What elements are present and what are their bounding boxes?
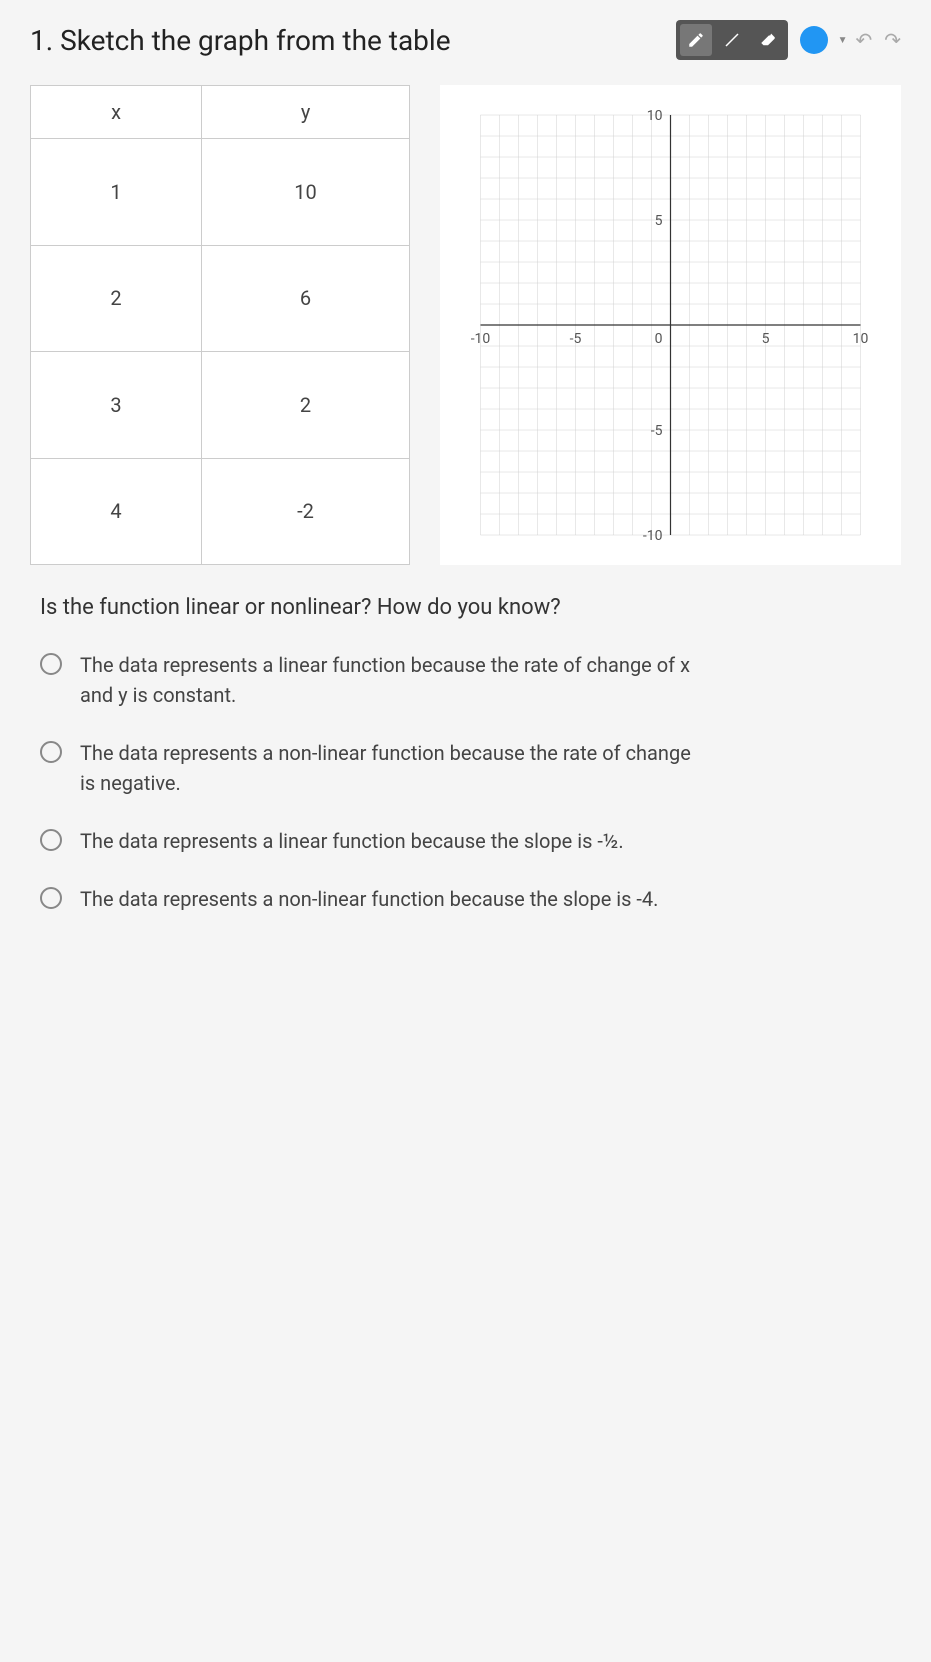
- eraser-tool[interactable]: [752, 24, 784, 56]
- table-header-y: y: [202, 86, 410, 139]
- svg-text:-10: -10: [471, 331, 491, 347]
- eraser-icon: [759, 31, 777, 49]
- answer-option[interactable]: The data represents a linear function be…: [40, 650, 891, 710]
- drawing-toolbar: ▼ ↶ ↷: [676, 20, 901, 60]
- radio-button[interactable]: [40, 829, 62, 851]
- chevron-down-icon[interactable]: ▼: [838, 35, 848, 46]
- table-cell: 10: [202, 139, 410, 246]
- undo-redo: ↶ ↷: [855, 28, 901, 52]
- table-row: 32: [31, 352, 410, 459]
- option-text: The data represents a linear function be…: [80, 826, 624, 856]
- coordinate-grid: -10 -5 5 10 10 5 -5 -10 0: [440, 85, 901, 565]
- radio-button[interactable]: [40, 741, 62, 763]
- tool-group: [676, 20, 788, 60]
- page-title: 1. Sketch the graph from the table: [30, 24, 451, 57]
- option-text: The data represents a non-linear functio…: [80, 884, 658, 914]
- svg-text:5: 5: [762, 331, 770, 347]
- redo-icon[interactable]: ↷: [884, 28, 901, 52]
- svg-text:10: 10: [647, 108, 663, 124]
- svg-text:0: 0: [655, 331, 663, 347]
- pencil-tool[interactable]: [680, 24, 712, 56]
- question-text: Is the function linear or nonlinear? How…: [30, 595, 901, 620]
- undo-icon[interactable]: ↶: [855, 28, 872, 52]
- graph-canvas[interactable]: -10 -5 5 10 10 5 -5 -10 0: [440, 85, 901, 565]
- pencil-icon: [687, 31, 705, 49]
- answer-option[interactable]: The data represents a linear function be…: [40, 826, 891, 856]
- options-list: The data represents a linear function be…: [30, 650, 901, 914]
- table-cell: 4: [31, 458, 202, 565]
- svg-text:5: 5: [655, 213, 663, 229]
- table-cell: 2: [31, 245, 202, 352]
- table-row: 110: [31, 139, 410, 246]
- answer-option[interactable]: The data represents a non-linear functio…: [40, 738, 891, 798]
- table-cell: -2: [202, 458, 410, 565]
- svg-text:10: 10: [853, 331, 869, 347]
- table-row: 26: [31, 245, 410, 352]
- table-header-x: x: [31, 86, 202, 139]
- table-cell: 2: [202, 352, 410, 459]
- radio-button[interactable]: [40, 653, 62, 675]
- table-cell: 1: [31, 139, 202, 246]
- svg-text:-5: -5: [651, 423, 663, 439]
- table-cell: 6: [202, 245, 410, 352]
- svg-text:-10: -10: [643, 528, 663, 544]
- line-icon: [723, 31, 741, 49]
- line-tool[interactable]: [716, 24, 748, 56]
- answer-option[interactable]: The data represents a non-linear functio…: [40, 884, 891, 914]
- option-text: The data represents a non-linear functio…: [80, 738, 700, 798]
- radio-button[interactable]: [40, 887, 62, 909]
- color-picker[interactable]: [800, 26, 828, 54]
- option-text: The data represents a linear function be…: [80, 650, 700, 710]
- data-table: x y 11026324-2: [30, 85, 410, 565]
- svg-text:-5: -5: [570, 331, 582, 347]
- table-cell: 3: [31, 352, 202, 459]
- table-row: 4-2: [31, 458, 410, 565]
